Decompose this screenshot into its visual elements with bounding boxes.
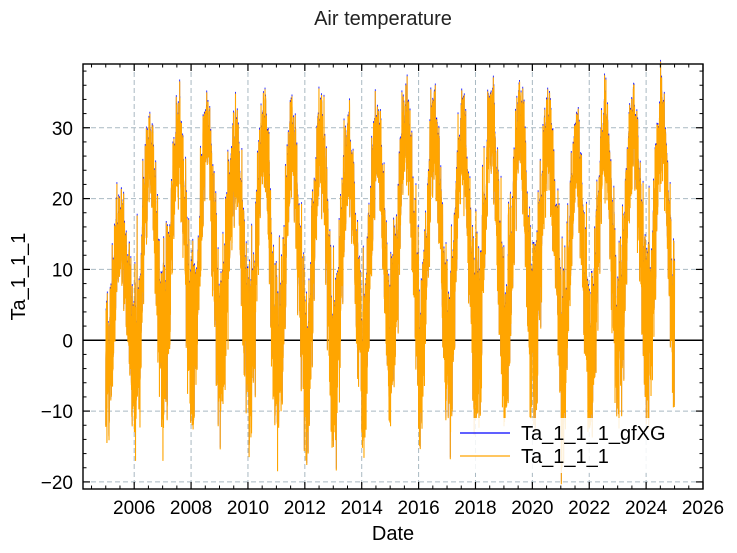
x-tick-label-2020: 2020 xyxy=(511,498,553,519)
y-tick-label-10: 10 xyxy=(52,260,73,281)
x-tick-label-2022: 2022 xyxy=(568,498,610,519)
series-line-ta-1-1-1 xyxy=(105,61,676,485)
x-tick-label-2016: 2016 xyxy=(397,498,439,519)
legend-label-gfxg: Ta_1_1_1_gfXG xyxy=(521,423,666,445)
legend-label-ta: Ta_1_1_1 xyxy=(521,446,609,468)
y-axis-label: Ta_1_1_1 xyxy=(8,233,30,321)
legend-box xyxy=(452,418,697,473)
y-tick-label--20: −20 xyxy=(41,473,73,494)
y-tick-label-0: 0 xyxy=(62,331,73,352)
y-tick-label-20: 20 xyxy=(52,190,73,211)
x-tick-label-2026: 2026 xyxy=(682,498,724,519)
x-tick-label-2014: 2014 xyxy=(341,498,384,519)
x-tick-label-2006: 2006 xyxy=(113,498,155,519)
legend: Ta_1_1_1_gfXG Ta_1_1_1 xyxy=(452,418,697,473)
series-layer xyxy=(105,59,676,485)
x-tick-label-2024: 2024 xyxy=(625,498,668,519)
y-tick-label-30: 30 xyxy=(52,119,73,140)
x-tick-label-2018: 2018 xyxy=(454,498,496,519)
plot-frame xyxy=(82,63,704,490)
x-axis-label: Date xyxy=(372,523,414,545)
y-tick-label--10: −10 xyxy=(41,402,73,423)
x-tick-label-2012: 2012 xyxy=(284,498,326,519)
x-tick-label-2010: 2010 xyxy=(227,498,269,519)
axis-ticks: 2006 2008 2010 2012 2014 2016 2018 2020 2022 2024… xyxy=(41,64,724,519)
chart-title: Air temperature xyxy=(314,8,452,30)
x-tick-label-2008: 2008 xyxy=(170,498,212,519)
